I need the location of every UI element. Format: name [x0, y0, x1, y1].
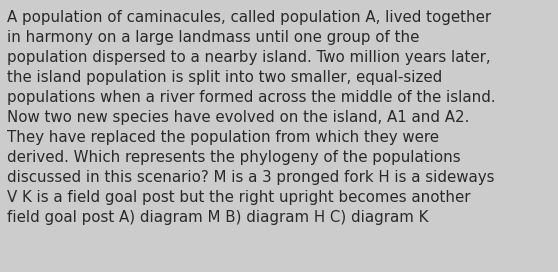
- Text: A population of caminacules, called population A, lived together
in harmony on a: A population of caminacules, called popu…: [7, 10, 496, 225]
